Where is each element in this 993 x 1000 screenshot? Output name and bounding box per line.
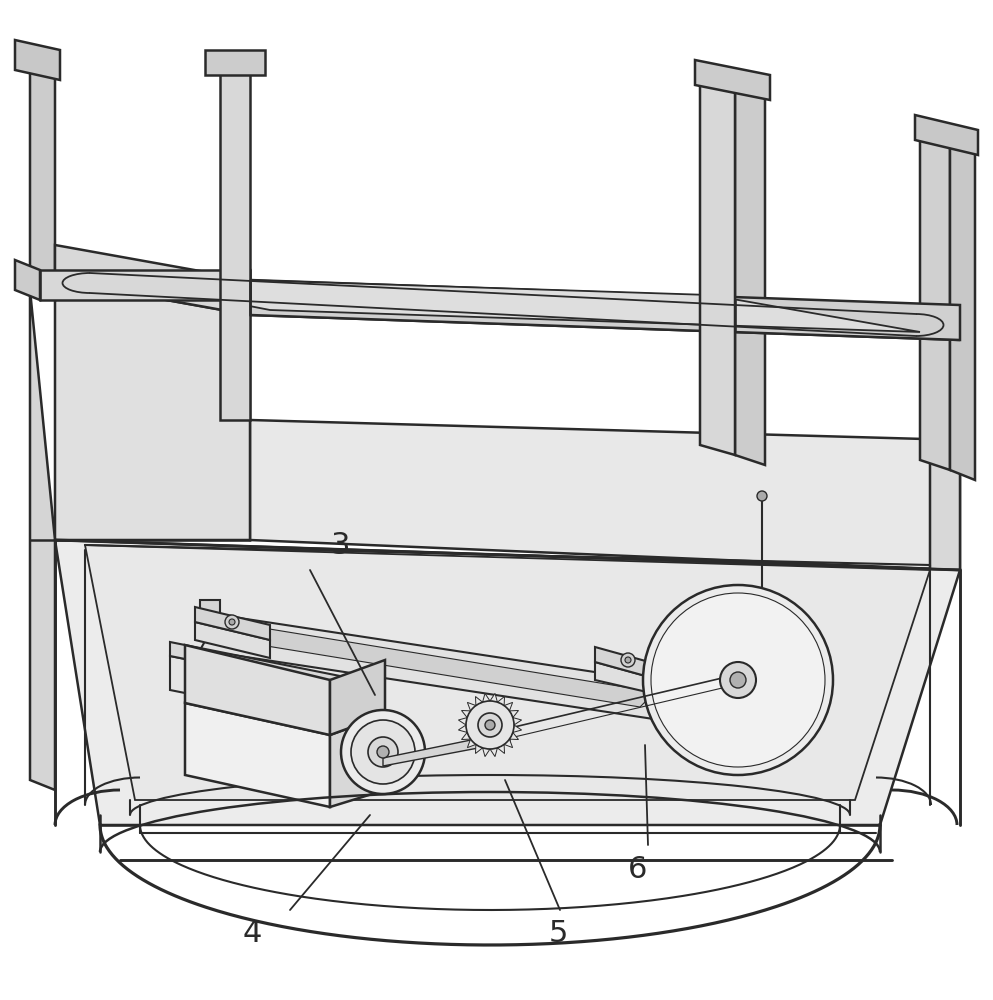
Polygon shape: [497, 744, 504, 754]
Circle shape: [466, 701, 514, 749]
Polygon shape: [735, 80, 765, 465]
Polygon shape: [15, 260, 40, 300]
Polygon shape: [90, 275, 920, 332]
Polygon shape: [170, 642, 340, 690]
Polygon shape: [85, 545, 930, 800]
Circle shape: [341, 710, 425, 794]
Polygon shape: [185, 703, 330, 807]
Polygon shape: [170, 656, 340, 724]
Text: 4: 4: [242, 918, 262, 948]
Polygon shape: [700, 70, 735, 455]
Circle shape: [368, 737, 398, 767]
Polygon shape: [30, 290, 55, 790]
Polygon shape: [930, 160, 960, 570]
Polygon shape: [509, 732, 518, 740]
Circle shape: [485, 720, 495, 730]
Polygon shape: [195, 622, 270, 658]
Polygon shape: [920, 120, 950, 470]
Polygon shape: [250, 420, 960, 570]
Polygon shape: [483, 748, 490, 757]
Polygon shape: [595, 662, 660, 695]
Polygon shape: [250, 280, 960, 340]
Circle shape: [757, 491, 767, 501]
Polygon shape: [462, 710, 471, 718]
Polygon shape: [459, 725, 467, 732]
Circle shape: [720, 662, 756, 698]
Polygon shape: [55, 540, 960, 825]
Polygon shape: [509, 710, 518, 718]
Polygon shape: [504, 702, 512, 711]
Text: 6: 6: [629, 856, 647, 884]
Polygon shape: [950, 130, 975, 480]
Polygon shape: [383, 732, 510, 766]
Polygon shape: [55, 245, 250, 315]
Polygon shape: [15, 40, 60, 80]
Polygon shape: [476, 744, 483, 754]
Polygon shape: [490, 693, 497, 702]
Polygon shape: [512, 718, 521, 725]
Text: 5: 5: [548, 918, 568, 948]
Polygon shape: [595, 647, 660, 680]
Polygon shape: [512, 725, 521, 732]
Polygon shape: [185, 645, 330, 735]
Circle shape: [730, 672, 746, 688]
Circle shape: [351, 720, 415, 784]
Circle shape: [229, 619, 235, 625]
Polygon shape: [55, 270, 250, 540]
Polygon shape: [459, 718, 467, 725]
Polygon shape: [695, 60, 770, 100]
Polygon shape: [483, 693, 490, 702]
Polygon shape: [30, 50, 55, 300]
Polygon shape: [497, 696, 504, 706]
Polygon shape: [205, 50, 265, 75]
Polygon shape: [468, 739, 476, 748]
Circle shape: [377, 746, 389, 758]
Polygon shape: [330, 715, 385, 807]
Polygon shape: [468, 702, 476, 711]
Polygon shape: [504, 739, 512, 748]
Circle shape: [621, 653, 635, 667]
Polygon shape: [220, 60, 250, 420]
Polygon shape: [915, 115, 978, 155]
Circle shape: [225, 615, 239, 629]
Polygon shape: [200, 600, 220, 615]
Circle shape: [643, 585, 833, 775]
Polygon shape: [490, 748, 497, 757]
Polygon shape: [462, 732, 471, 740]
Circle shape: [478, 713, 502, 737]
Circle shape: [651, 593, 825, 767]
Polygon shape: [230, 625, 655, 707]
Circle shape: [625, 657, 631, 663]
Polygon shape: [330, 660, 385, 735]
Text: 3: 3: [331, 530, 350, 560]
Polygon shape: [195, 607, 270, 640]
Polygon shape: [55, 280, 960, 340]
Polygon shape: [200, 615, 680, 720]
Polygon shape: [476, 696, 483, 706]
Polygon shape: [40, 270, 250, 300]
